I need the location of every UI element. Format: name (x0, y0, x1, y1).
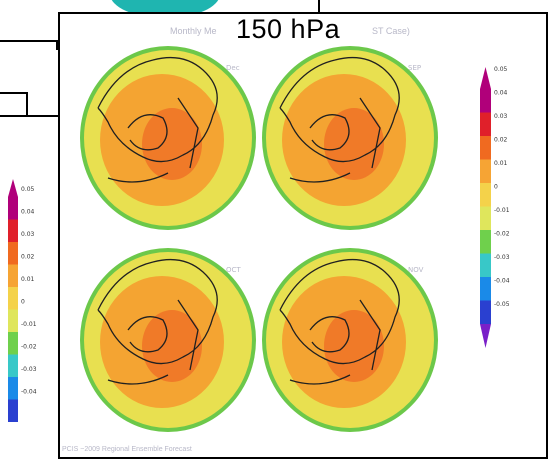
colorbar-label: -0.03 (21, 366, 37, 373)
colorbar-segment (480, 253, 491, 277)
colorbar-segment (8, 287, 18, 310)
polar-map: NOV (262, 248, 438, 432)
colorbar-label: 0.05 (494, 66, 508, 73)
faint-header-text: Monthly Me (170, 26, 217, 36)
colorbar-label: 0.04 (494, 90, 508, 97)
colorbar-label: 0.03 (21, 231, 35, 238)
back-panel-edge-2v (26, 92, 28, 116)
colorbar-label: 0.04 (21, 209, 35, 216)
colorbar-label: -0.01 (21, 321, 37, 328)
map-panel-label: OCT (226, 266, 241, 274)
map-core-zone (324, 108, 384, 180)
colorbar-segment (480, 183, 491, 207)
colorbar-label: 0.05 (21, 186, 35, 193)
colorbar-label: 0 (494, 184, 498, 191)
colorbar-segment (8, 264, 18, 287)
main-slide-panel: Monthly Me ST Case) Dec SEP OCT NOV 0.05 0.04… (58, 12, 548, 459)
colorbar-bottom-arrow (480, 324, 491, 348)
map-panel-label: NOV (408, 266, 424, 274)
colorbar-label: 0.01 (494, 160, 508, 167)
map-coastline (97, 56, 218, 183)
colorbar-segment (8, 399, 18, 422)
back-panel-edge-v (56, 40, 58, 50)
colorbar-label: -0.01 (494, 207, 510, 214)
colorbar-segment (8, 242, 18, 265)
pressure-level-title: 150 hPa (236, 14, 341, 44)
colorbar-label: -0.04 (21, 389, 37, 396)
colorbar-label: 0.02 (21, 254, 35, 261)
colorbar-segment (8, 377, 18, 400)
map-core-zone (142, 108, 202, 180)
colorbar-top-arrow (8, 179, 18, 197)
colorbar-label: 0 (21, 299, 25, 306)
colorbar-segment (8, 197, 18, 220)
polar-maps: Dec SEP OCT NOV 0.05 0.04 0.03 0.02 0.01 0 -0.01 -0… (80, 46, 510, 432)
colorbar-segment (8, 332, 18, 355)
colorbar-label: -0.02 (494, 231, 510, 238)
colorbar-segment (8, 219, 18, 242)
footer-text: PCIS ~2009 Regional Ensemble Forecast (62, 446, 192, 453)
colorbar-label: 0.03 (494, 113, 508, 120)
colorbar-label: 0.02 (494, 137, 508, 144)
colorbar-segment (480, 89, 491, 113)
colorbar-segment (8, 309, 18, 332)
map-coastline (279, 56, 400, 183)
map-core-zone (324, 310, 384, 382)
colorbar-segment (480, 300, 491, 324)
colorbar-label: -0.03 (494, 254, 510, 261)
colorbar-label: -0.05 (494, 301, 510, 308)
map-core-zone (142, 310, 202, 382)
colorbar-label: 0.01 (21, 276, 35, 283)
colorbar-label: -0.02 (21, 344, 37, 351)
map-coastline (97, 258, 218, 385)
back-panel-edge (0, 40, 58, 42)
faint-header-text-right: ST Case) (372, 26, 410, 36)
colorbar-segment (480, 277, 491, 301)
polar-map: SEP (262, 46, 438, 230)
colorbar-segment (8, 354, 18, 377)
colorbar-segment (480, 230, 491, 254)
polar-map: OCT (80, 248, 256, 432)
map-coastline (279, 258, 400, 385)
back-panel-edge-2 (0, 92, 28, 94)
left-slide-panel: 0.05 0.04 0.03 0.02 0.01 0 -0.01 -0.02 -0.03 -0.0… (0, 115, 62, 459)
left-colorbar: 0.05 0.04 0.03 0.02 0.01 0 -0.01 -0.02 -0.03 -0.0… (8, 179, 37, 422)
colorbar-segment (480, 159, 491, 183)
colorbar-segment (480, 136, 491, 160)
colorbar-label: -0.04 (494, 278, 510, 285)
polar-map: Dec (80, 46, 256, 230)
colorbar-top-arrow (480, 67, 491, 89)
map-panel-label: SEP (408, 64, 421, 72)
back-panel-edge-top (318, 0, 320, 14)
map-panel-label: Dec (226, 64, 240, 72)
colorbar-segment (480, 112, 491, 136)
colorbar-segment (480, 206, 491, 230)
